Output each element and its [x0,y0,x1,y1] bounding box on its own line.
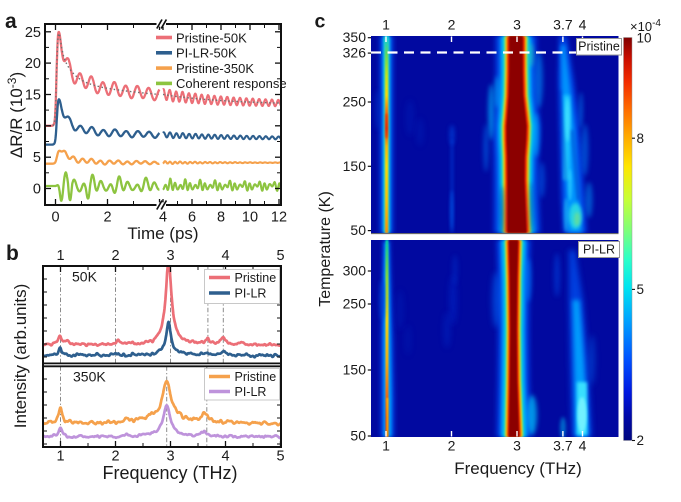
svg-text:Pristine: Pristine [235,271,277,285]
svg-text:250: 250 [343,296,367,312]
svg-text:3.7: 3.7 [553,438,573,454]
svg-text:326: 326 [343,45,367,61]
svg-text:5: 5 [276,248,284,264]
svg-text:1: 1 [56,248,64,264]
svg-text:50: 50 [350,222,366,238]
svg-text:4: 4 [579,17,587,33]
svg-text:3: 3 [166,248,174,264]
svg-text:20: 20 [25,56,41,72]
svg-text:PI-LR: PI-LR [583,243,615,257]
svg-text:3: 3 [513,17,521,33]
svg-text:12: 12 [271,210,287,226]
svg-text:a: a [5,10,17,33]
svg-text:3: 3 [513,438,521,454]
svg-text:Frequency (THz): Frequency (THz) [102,463,237,483]
svg-text:5: 5 [33,150,41,166]
svg-text:3: 3 [166,449,174,465]
svg-text:15: 15 [25,88,41,104]
svg-text:10: 10 [637,31,652,46]
svg-text:300: 300 [343,263,367,279]
svg-text:Pristine: Pristine [235,370,277,384]
svg-text:2: 2 [637,433,645,448]
svg-text:PI-LR: PI-LR [235,287,267,301]
svg-text:1: 1 [382,17,390,33]
svg-text:4: 4 [159,210,167,226]
svg-text:50: 50 [350,428,366,444]
svg-text:3.7: 3.7 [553,17,573,33]
svg-text:8: 8 [637,131,645,146]
svg-text:1: 1 [382,438,390,454]
svg-text:Time (ps): Time (ps) [127,224,198,243]
svg-text:250: 250 [343,94,367,110]
svg-text:2: 2 [448,17,456,33]
svg-text:5: 5 [276,449,284,465]
svg-text:PI-LR: PI-LR [235,385,267,399]
svg-text:ΔR/R (10-3): ΔR/R (10-3) [5,72,26,158]
svg-text:150: 150 [343,362,367,378]
svg-text:1: 1 [56,449,64,465]
svg-text:2: 2 [103,210,111,226]
svg-text:4: 4 [221,449,229,465]
svg-text:2: 2 [448,438,456,454]
svg-text:Pristine-50K: Pristine-50K [176,30,247,45]
svg-text:10: 10 [242,210,258,226]
svg-text:5: 5 [637,282,645,297]
svg-text:Frequency (THz): Frequency (THz) [454,459,582,478]
svg-text:0: 0 [33,182,41,198]
svg-text:2: 2 [111,248,119,264]
svg-text:4: 4 [221,248,229,264]
svg-text:50K: 50K [72,269,98,285]
svg-text:PI-LR-50K: PI-LR-50K [176,46,237,61]
svg-text:350: 350 [343,29,367,45]
svg-text:2: 2 [111,449,119,465]
svg-text:8: 8 [217,210,225,226]
svg-text:150: 150 [343,158,367,174]
svg-text:4: 4 [579,438,587,454]
svg-text:Temperature (K): Temperature (K) [317,191,334,307]
svg-text:Intensity (arb.units): Intensity (arb.units) [11,284,30,429]
svg-text:c: c [315,11,326,33]
svg-text:Coherent response: Coherent response [176,76,287,91]
svg-text:b: b [6,242,19,265]
svg-text:Pristine-350K: Pristine-350K [176,61,254,76]
svg-text:Pristine: Pristine [578,40,620,54]
svg-text:0: 0 [51,210,59,226]
svg-text:10: 10 [25,119,41,135]
svg-text:25: 25 [25,25,41,41]
svg-text:350K: 350K [73,369,106,385]
svg-text:6: 6 [188,210,196,226]
